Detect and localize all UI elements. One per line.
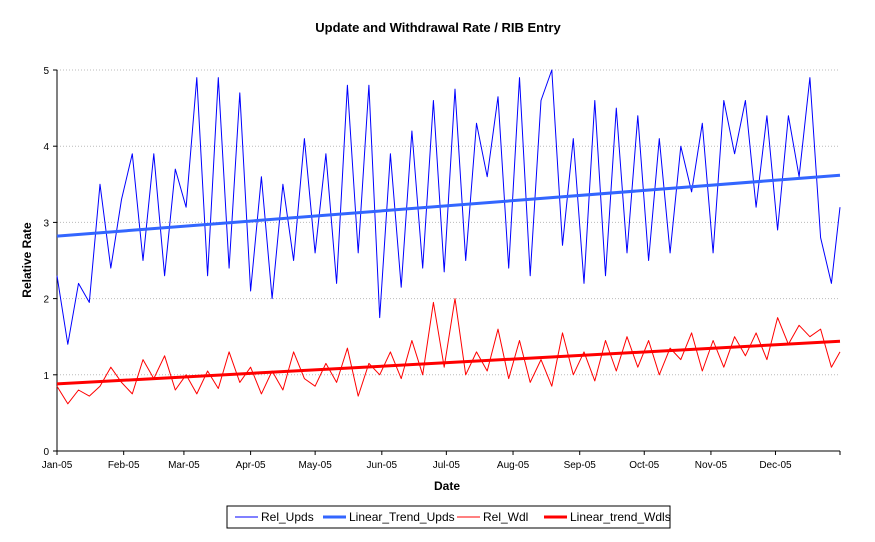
x-tick-label: Nov-05: [695, 460, 728, 471]
x-tick-label: Feb-05: [108, 460, 140, 471]
y-tick-label: 3: [43, 218, 49, 229]
chart-title: Update and Withdrawal Rate / RIB Entry: [315, 20, 561, 35]
y-tick-label: 4: [43, 142, 49, 153]
legend-box: [226, 505, 671, 529]
x-tick-label: Jun-05: [367, 460, 398, 471]
legend-label-linear-trend-upds: Linear_Trend_Upds: [349, 510, 455, 524]
x-tick-label: Oct-05: [629, 460, 659, 471]
series-line-linear-trend-wdls: [56, 339, 841, 386]
y-axis-label: Relative Rate: [20, 222, 34, 298]
y-tick-label: 1: [43, 371, 49, 382]
x-tick-label: Dec-05: [759, 460, 792, 471]
x-tick-label: Aug-05: [497, 460, 530, 471]
legend-label-linear-trend-wdls: Linear_trend_Wdls: [570, 510, 671, 524]
y-tick-label: 0: [43, 447, 49, 458]
legend: Rel_Upds Linear_Trend_Upds Rel_Wdl Linear_t…: [226, 505, 671, 529]
y-tick-label: 2: [43, 295, 49, 306]
series-group: [56, 69, 841, 405]
legend-label-rel-upds: Rel_Upds: [261, 510, 314, 524]
x-tick-label: May-05: [298, 460, 332, 471]
x-tick-label: Sep-05: [564, 460, 597, 471]
series-line-rel-upds: [56, 69, 841, 345]
x-axis-label: Date: [434, 479, 460, 493]
axes: 0 1 2 3 4 5 Jan-05 Feb-05 Mar-05 Apr-05 May-05 Jun-…: [42, 66, 841, 471]
series-line-linear-trend-upds: [56, 173, 841, 238]
x-tick-label: Mar-05: [168, 460, 200, 471]
legend-label-rel-wdl: Rel_Wdl: [483, 510, 528, 524]
x-tick-label: Apr-05: [236, 460, 266, 471]
x-tick-label: Jul-05: [433, 460, 461, 471]
series-line-rel-wdl: [56, 298, 841, 405]
x-tick-label: Jan-05: [42, 460, 73, 471]
y-tick-label: 5: [43, 66, 49, 77]
